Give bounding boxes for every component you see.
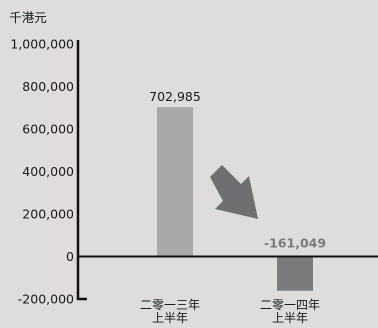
- trend-arrow-icon: [210, 165, 258, 219]
- category-label: 二零一四年: [260, 298, 320, 312]
- category-label: 上半年: [152, 311, 188, 325]
- bar: [277, 256, 313, 291]
- y-tick-label: 800,000: [22, 79, 74, 94]
- data-labels: 702,985 -161,049: [149, 89, 326, 250]
- data-label: 702,985: [149, 89, 201, 104]
- bars: [157, 107, 313, 291]
- y-axis-ticks: 1,000,000 800,000 600,000 400,000 200,000 0 -2…: [10, 37, 74, 307]
- category-label: 二零一三年: [140, 298, 200, 312]
- y-tick-label: -200,000: [18, 292, 74, 307]
- bar: [157, 107, 193, 257]
- y-tick-label: 200,000: [22, 207, 74, 222]
- y-tick-label: 0: [66, 249, 74, 264]
- unit-label: 千港元: [9, 10, 47, 25]
- y-tick-label: 400,000: [22, 164, 74, 179]
- category-label: 上半年: [272, 311, 308, 325]
- y-tick-label: 1,000,000: [10, 37, 74, 52]
- y-tick-label: 600,000: [22, 122, 74, 137]
- data-label: -161,049: [264, 236, 326, 251]
